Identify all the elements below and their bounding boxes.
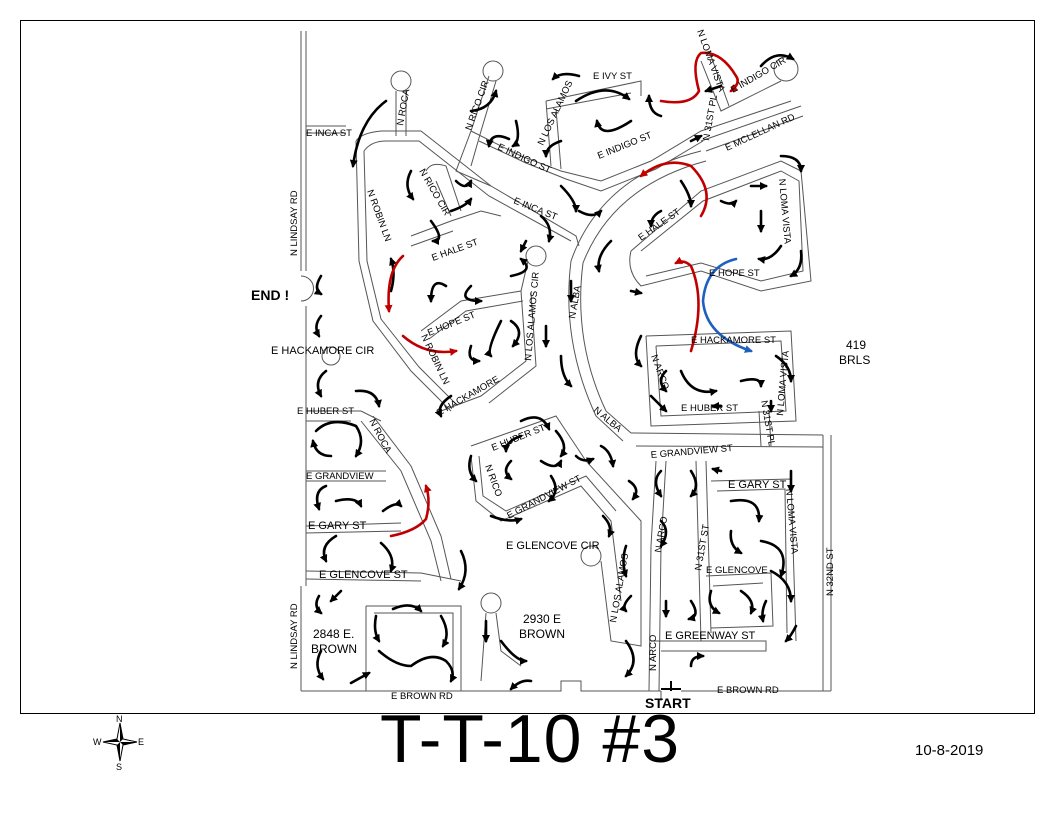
street-e-glencove-e: E GLENCOVE — [706, 565, 768, 576]
street-n-rico-cir-mid: N RICO CIR — [416, 167, 452, 218]
street-e-inca-st-mid: E INCA ST — [512, 196, 559, 223]
street-e-hackamore-st-e: E HACKAMORE ST — [691, 335, 776, 346]
street-n-robin-ln: N ROBIN LN — [364, 188, 393, 243]
area-2930-line1: 2930 E — [523, 612, 561, 626]
start-label: START — [645, 695, 691, 711]
street-e-grandview-w: E GRANDVIEW — [306, 471, 374, 482]
street-n-los-alamos-cir: N LOS ALAMOS CIR — [523, 271, 542, 361]
route-arrows-red — [384, 51, 739, 538]
street-n-roca-top: N ROCA — [395, 88, 412, 127]
street-e-greenway-st: E GREENWAY ST — [665, 630, 756, 642]
map-title: T-T-10 #3 — [380, 701, 681, 777]
street-e-indigo-cir: E INDIGO CIR — [729, 55, 788, 95]
compass-w: W — [93, 737, 102, 747]
street-e-mclellan-rd: E MCLELLAN RD — [724, 112, 797, 154]
street-e-huber-st-e: E HUBER ST — [681, 403, 738, 414]
street-e-brown-rd-w: E BROWN RD — [391, 691, 453, 702]
street-n-roca-lower: N ROCA — [366, 417, 393, 455]
street-n-arco-lower: N ARCO — [653, 516, 670, 554]
area-labels: 419 BRLS 2930 E BROWN 2848 E. BROWN — [311, 338, 870, 656]
street-n-lindsay-rd-bottom: N LINDSAY RD — [289, 603, 300, 669]
compass-e: E — [138, 737, 144, 747]
street-e-indigo-st-e: E INDIGO ST — [596, 130, 654, 162]
street-n-loma-vista-mid: N LOMA VISTA — [776, 178, 793, 245]
area-brls: BRLS — [839, 353, 870, 367]
street-n-arco-mid: N ARCO — [648, 353, 671, 391]
street-n-los-alamos-lower: N LOS ALAMOS — [608, 552, 631, 623]
area-2930-line2: BROWN — [519, 627, 565, 641]
compass-rose: N S E W — [93, 714, 144, 771]
compass-s: S — [116, 762, 122, 771]
street-n-alba-lower: N ALBA — [591, 405, 624, 435]
street-e-grandview-st-e: E GRANDVIEW ST — [650, 443, 733, 461]
area-brls-number: 419 — [846, 338, 866, 352]
street-e-inca-st-w: E INCA ST — [306, 128, 352, 139]
street-e-hope-st-e: E HOPE ST — [709, 268, 760, 279]
area-2848-line2: BROWN — [311, 642, 357, 656]
map-date: 10-8-2019 — [915, 742, 984, 759]
start-marker-bar — [661, 681, 681, 691]
street-e-brown-rd-e: E BROWN RD — [717, 685, 779, 696]
street-e-ivy-st: E IVY ST — [593, 71, 632, 82]
street-e-grandview-st-mid: E GRANDVIEW ST — [505, 473, 583, 521]
street-n-los-alamos-top: N LOS ALAMOS — [536, 79, 576, 147]
street-n-loma-vista-lower: N LOMA VISTA — [775, 350, 792, 417]
street-n-32nd-st: N 32ND ST — [825, 547, 836, 596]
route-arrows-blue — [701, 257, 753, 353]
street-n-robin-ln-lower: N ROBIN LN — [418, 333, 451, 387]
area-2848-line1: 2848 E. — [313, 627, 354, 641]
street-n-31st-pl-top: N 31ST PL — [701, 94, 720, 142]
street-e-huber-st-w: E HUBER ST — [297, 406, 354, 417]
street-n-arco-bottom: N ARCO — [648, 635, 659, 671]
street-e-gary-st-e: E GARY ST — [728, 479, 787, 491]
route-arrows-black — [310, 52, 805, 691]
street-e-hope-st-w: E HOPE ST — [426, 310, 477, 339]
street-n-lindsay-rd-top: N LINDSAY RD — [289, 190, 300, 256]
route-map: E INCA ST N LINDSAY RD N LINDSAY RD N RO… — [251, 28, 870, 711]
end-label: END ! — [251, 287, 289, 303]
street-e-huber-st-mid: E HUBER ST — [490, 422, 547, 454]
street-e-gary-st-w: E GARY ST — [308, 520, 367, 532]
street-n-rico-lower: N RICO — [482, 463, 504, 498]
map-frame: E INCA ST N LINDSAY RD N LINDSAY RD N RO… — [20, 20, 1035, 714]
street-e-glencove-cir: E GLENCOVE CIR — [506, 540, 600, 552]
street-e-glencove-st: E GLENCOVE ST — [319, 569, 408, 581]
street-e-hackamore-cir: E HACKAMORE CIR — [271, 345, 374, 357]
compass-n: N — [116, 714, 123, 724]
